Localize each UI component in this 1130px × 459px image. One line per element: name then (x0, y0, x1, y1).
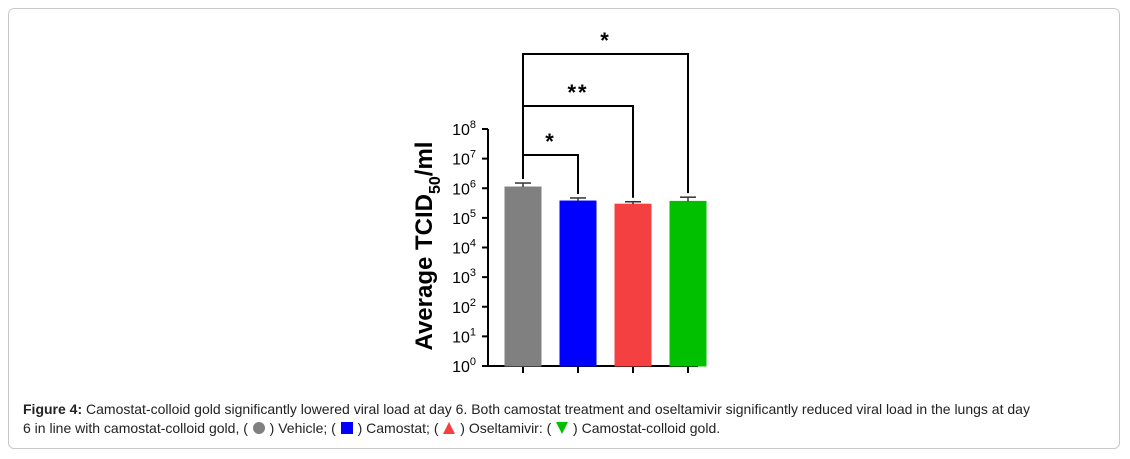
significance-label: * (600, 28, 611, 53)
legend-triangle-up-icon (443, 422, 456, 434)
legend-circle-icon (252, 422, 265, 434)
bar (614, 203, 652, 367)
y-tick-label: 102 (452, 297, 476, 317)
y-tick-label: 104 (452, 238, 476, 258)
figure-label: Figure 4: (23, 401, 83, 417)
significance-label: * (545, 129, 556, 154)
y-tick-label: 106 (452, 178, 476, 198)
bar (504, 186, 542, 367)
y-axis-label: Average TCID50/ml (411, 142, 444, 351)
significance-label: ** (567, 80, 588, 105)
bar (559, 200, 597, 367)
y-axis-label-tail: /ml (411, 142, 438, 177)
caption-line2: 6 in line with camostat-colloid gold, ( (23, 420, 252, 436)
figure-caption: Figure 4: Camostat-colloid gold signific… (23, 400, 1113, 438)
y-tick-label: 103 (452, 267, 476, 287)
caption-line1: Camostat-colloid gold significantly lowe… (82, 401, 1030, 417)
legend-square-icon (340, 422, 353, 434)
y-axis-label-main: Average TCID (411, 194, 438, 351)
significance-bracket (522, 53, 689, 194)
legend-triangle-down-icon (556, 422, 569, 434)
y-tick-label: 100 (452, 356, 476, 376)
bar (669, 200, 707, 367)
legend-oseltamivir: ) Oseltamivir: ( (456, 420, 556, 436)
y-tick-label: 107 (452, 149, 476, 169)
y-tick-label: 108 (452, 119, 476, 139)
y-tick-label: 105 (452, 208, 476, 228)
legend-colloid: ) Camostat-colloid gold. (569, 420, 721, 436)
y-axis-label-sub: 50 (427, 176, 444, 194)
y-tick-label: 101 (452, 326, 476, 346)
legend-vehicle: ) Vehicle; ( (265, 420, 340, 436)
legend-camostat: ) Camostat; ( (353, 420, 443, 436)
